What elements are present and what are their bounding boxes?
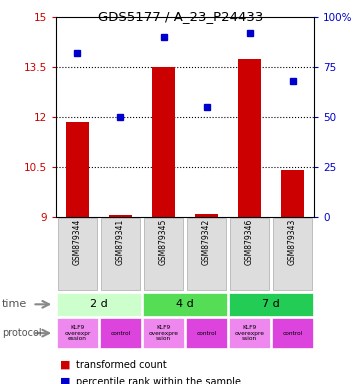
Bar [144, 218, 183, 290]
Text: KLF9
overexpre
ssion: KLF9 overexpre ssion [148, 325, 178, 341]
Bar [238, 59, 261, 217]
Text: percentile rank within the sample: percentile rank within the sample [76, 377, 241, 384]
Text: GSM879344: GSM879344 [73, 218, 82, 265]
Text: KLF9
overexpr
ession: KLF9 overexpr ession [64, 325, 91, 341]
Bar [66, 122, 89, 217]
Bar [109, 215, 132, 217]
Bar [230, 218, 269, 290]
Text: control: control [110, 331, 131, 336]
Text: GSM879342: GSM879342 [202, 218, 211, 265]
Text: GSM879345: GSM879345 [159, 218, 168, 265]
Text: control: control [282, 331, 303, 336]
Bar [186, 318, 227, 348]
Text: protocol: protocol [2, 328, 42, 338]
Bar [187, 218, 226, 290]
Bar [281, 170, 304, 217]
Text: ■: ■ [60, 360, 70, 370]
Bar [195, 214, 218, 217]
Bar [100, 318, 141, 348]
Bar [152, 67, 175, 217]
Bar [143, 318, 184, 348]
Bar [57, 293, 141, 316]
Text: GSM879343: GSM879343 [288, 218, 297, 265]
Text: KLF9
overexpre
ssion: KLF9 overexpre ssion [235, 325, 265, 341]
Text: control: control [196, 331, 217, 336]
Bar [58, 218, 97, 290]
Text: GSM879346: GSM879346 [245, 218, 254, 265]
Bar [101, 218, 140, 290]
Text: 2 d: 2 d [90, 299, 108, 310]
Bar [229, 293, 313, 316]
Text: transformed count: transformed count [76, 360, 166, 370]
Bar [143, 293, 227, 316]
Text: GDS5177 / A_23_P24433: GDS5177 / A_23_P24433 [98, 10, 263, 23]
Bar [272, 318, 313, 348]
Text: 4 d: 4 d [176, 299, 194, 310]
Bar [273, 218, 312, 290]
Text: GSM879341: GSM879341 [116, 218, 125, 265]
Bar [57, 318, 98, 348]
Bar [229, 318, 270, 348]
Text: 7 d: 7 d [262, 299, 280, 310]
Text: ■: ■ [60, 377, 70, 384]
Text: time: time [2, 299, 27, 310]
